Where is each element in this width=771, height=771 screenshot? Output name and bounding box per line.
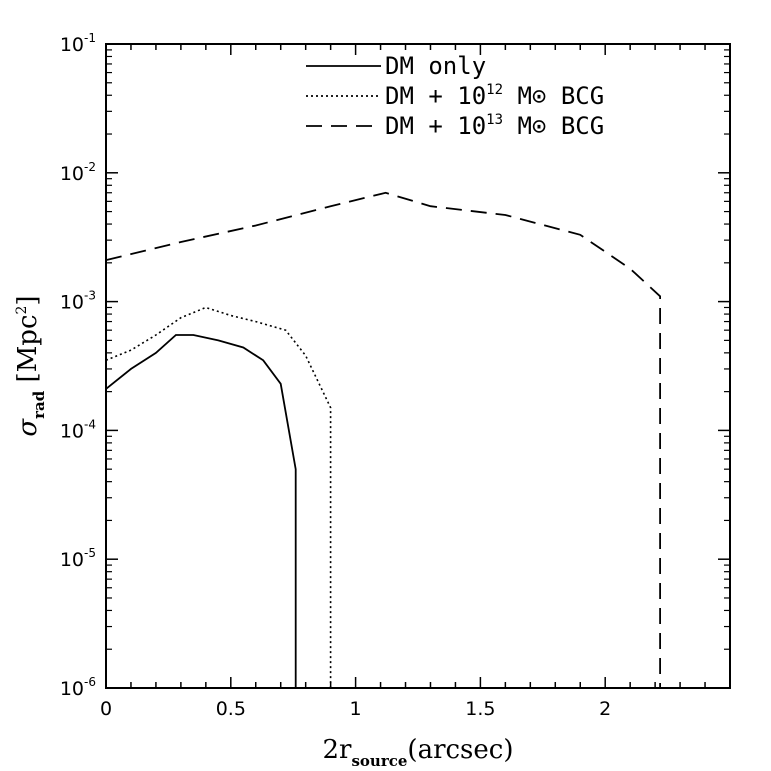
x-axis-ticks: 0 0.5 1 1.5 2 [100, 44, 731, 720]
plot-frame [105, 43, 731, 689]
x-tick-label: 1.5 [465, 698, 495, 720]
y-tick-label: 10-1 [60, 31, 96, 56]
y-tick-label: 10-4 [60, 417, 96, 442]
y-axis-ticks: 10-6 10-5 10-4 10-3 10-2 10-1 [60, 31, 730, 700]
series-line-1 [105, 334, 297, 688]
y-tick-label: 10-3 [60, 289, 96, 314]
series-line-3 [105, 191, 661, 688]
y-tick-label: 10-6 [60, 675, 96, 700]
x-tick-label: 1 [350, 698, 362, 720]
x-tick-label: 2 [599, 698, 611, 720]
x-tick-label: 0.5 [216, 698, 246, 720]
x-tick-label: 0 [100, 698, 112, 720]
legend-label-2: DM + 1012 M⊙ BCG [385, 82, 604, 110]
x-axis-label: 2rsource(arcsec) [323, 735, 514, 770]
y-tick-label: 10-5 [60, 546, 96, 571]
series-layer [105, 191, 661, 688]
legend-label-3: DM + 1013 M⊙ BCG [385, 112, 604, 140]
series-line-2 [105, 306, 332, 688]
y-axis-label: σrad [Mpc2] [13, 295, 48, 436]
y-tick-label: 10-2 [60, 160, 96, 185]
legend-label-1: DM only [385, 52, 486, 80]
